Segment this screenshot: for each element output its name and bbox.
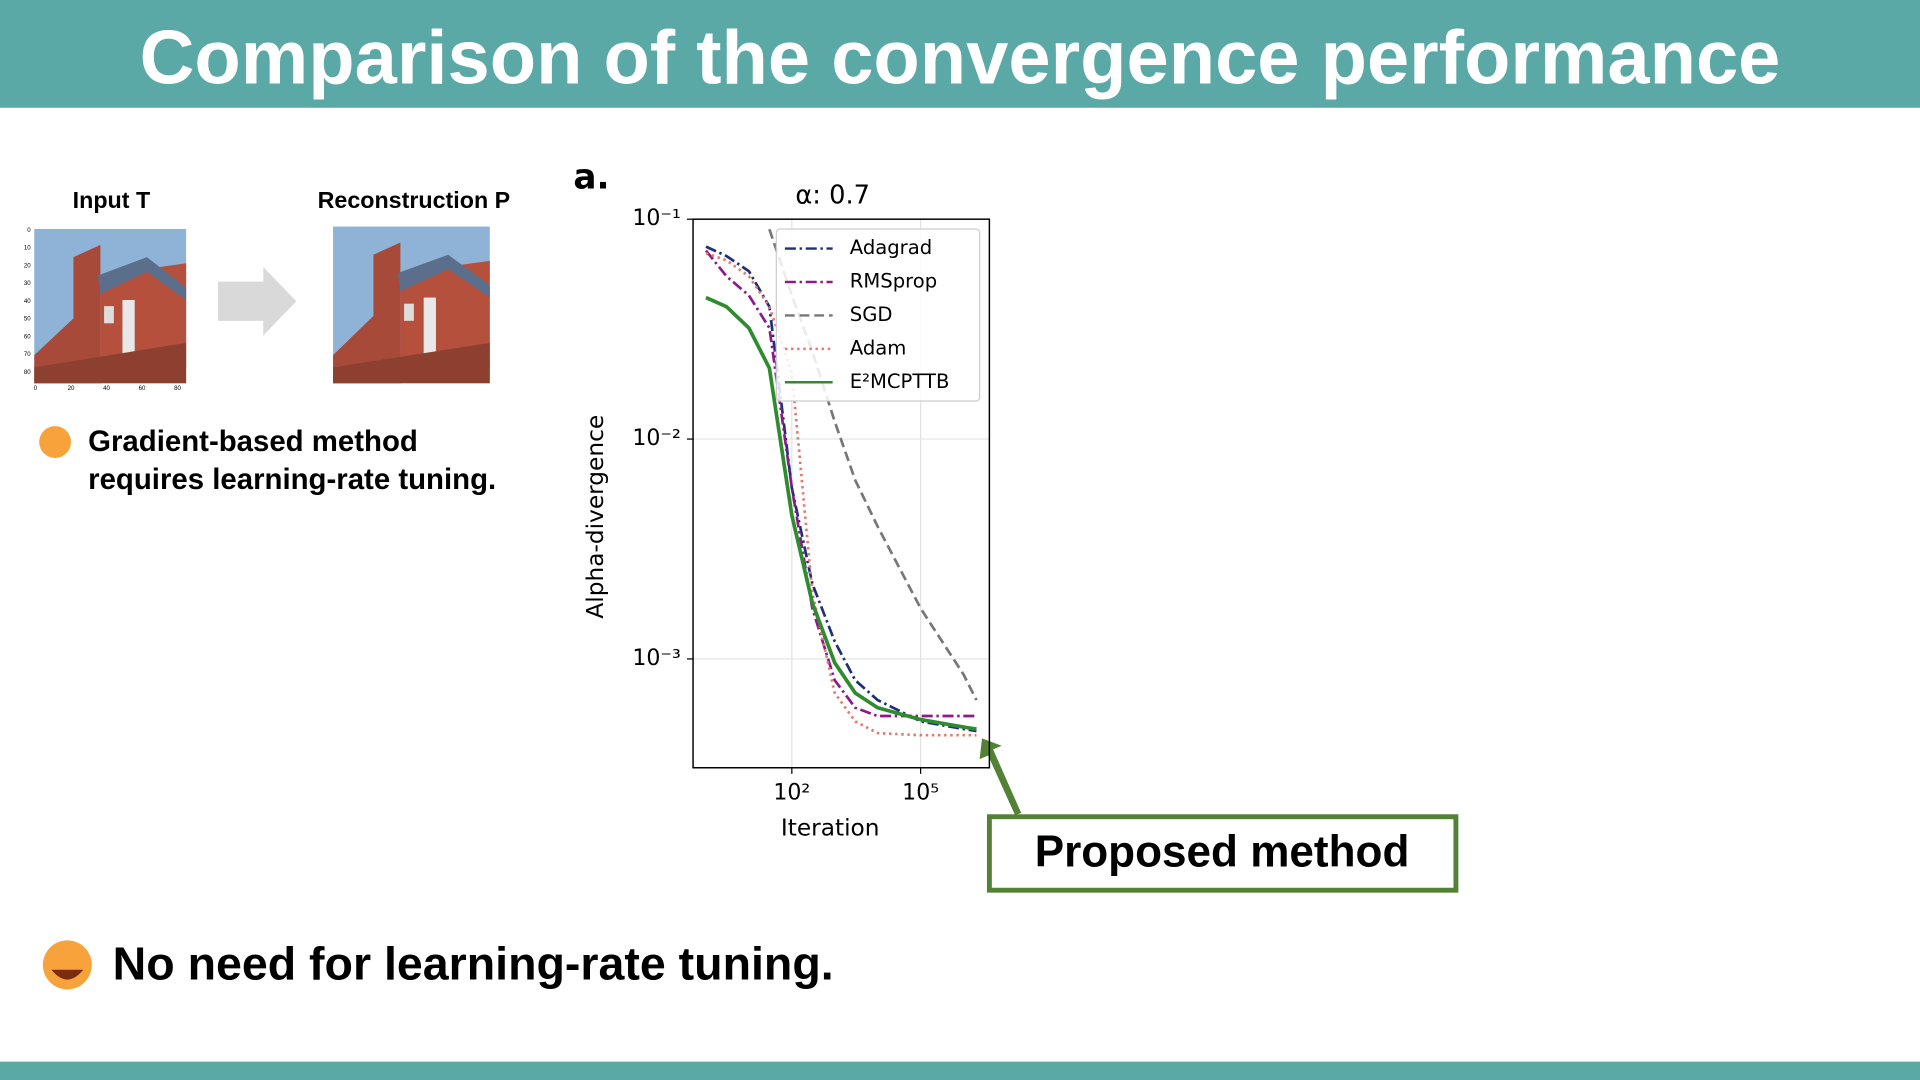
image-tick-label: 10 (24, 245, 31, 252)
image-tick-label: 70 (24, 351, 31, 358)
y-tick-label: 10⁻² (632, 426, 681, 451)
legend-label: RMSprop (850, 270, 937, 293)
footer-band (0, 1061, 1920, 1080)
emoji-mouth (51, 969, 84, 980)
image-tick-label: 40 (103, 385, 110, 392)
plot-frame (692, 218, 991, 769)
note-text: No need for learning-rate tuning. (113, 938, 834, 990)
chart-title: α: 0.7 (795, 180, 870, 210)
x-tick-label: 10² (773, 780, 810, 805)
arrow (217, 266, 297, 336)
legend-label: Adam (850, 336, 907, 359)
image-label: Reconstruction P (318, 187, 510, 213)
image-tick-label: 80 (24, 369, 31, 376)
output-image (333, 226, 490, 384)
slide-title: Comparison of the convergence performanc… (140, 16, 1781, 101)
legend-label: Adagrad (850, 236, 932, 259)
image-label: Input T (73, 187, 150, 213)
emoji (39, 426, 72, 458)
emoji (42, 940, 92, 990)
note-text: Gradient-based method (88, 425, 418, 458)
image-tick-label: 50 (24, 316, 31, 323)
image-tick-label: 0 (34, 385, 38, 392)
y-tick-label: 10⁻¹ (632, 206, 681, 231)
legend-label: SGD (850, 303, 893, 326)
chart: a. α: 0.7 Iteration Alpha-divergence 10⁻… (573, 157, 991, 841)
callout-arrow (979, 738, 1022, 818)
image-tick-label: 60 (139, 385, 146, 392)
series-line (705, 251, 977, 737)
image-tick-label: 0 (27, 227, 31, 234)
image-tick-label: 30 (24, 280, 31, 287)
header-band (0, 0, 1920, 108)
image-tick-label: 20 (68, 385, 75, 392)
legend-box (775, 228, 981, 402)
callout-text: Proposed method (1035, 827, 1410, 876)
image-tick-label: 40 (24, 298, 31, 305)
y-axis-label: Alpha-divergence (582, 415, 609, 619)
x-axis-label: Iteration (781, 814, 880, 841)
series-line (705, 295, 977, 731)
x-tick-label: 10⁵ (902, 780, 939, 805)
callout-box (986, 814, 1459, 893)
legend-label: E²MCPTTB (850, 370, 950, 393)
y-tick-label: 10⁻³ (632, 646, 681, 671)
panel-label: a. (573, 157, 609, 197)
image-tick-label: 60 (24, 333, 31, 340)
note-text: requires learning-rate tuning. (88, 463, 496, 496)
image-axis: 0 10 20 30 40 50 60 70 80 0 20 40 60 80 (24, 227, 182, 392)
image-tick-label: 80 (174, 385, 181, 392)
input-image (34, 228, 187, 384)
image-tick-label: 20 (24, 262, 31, 269)
